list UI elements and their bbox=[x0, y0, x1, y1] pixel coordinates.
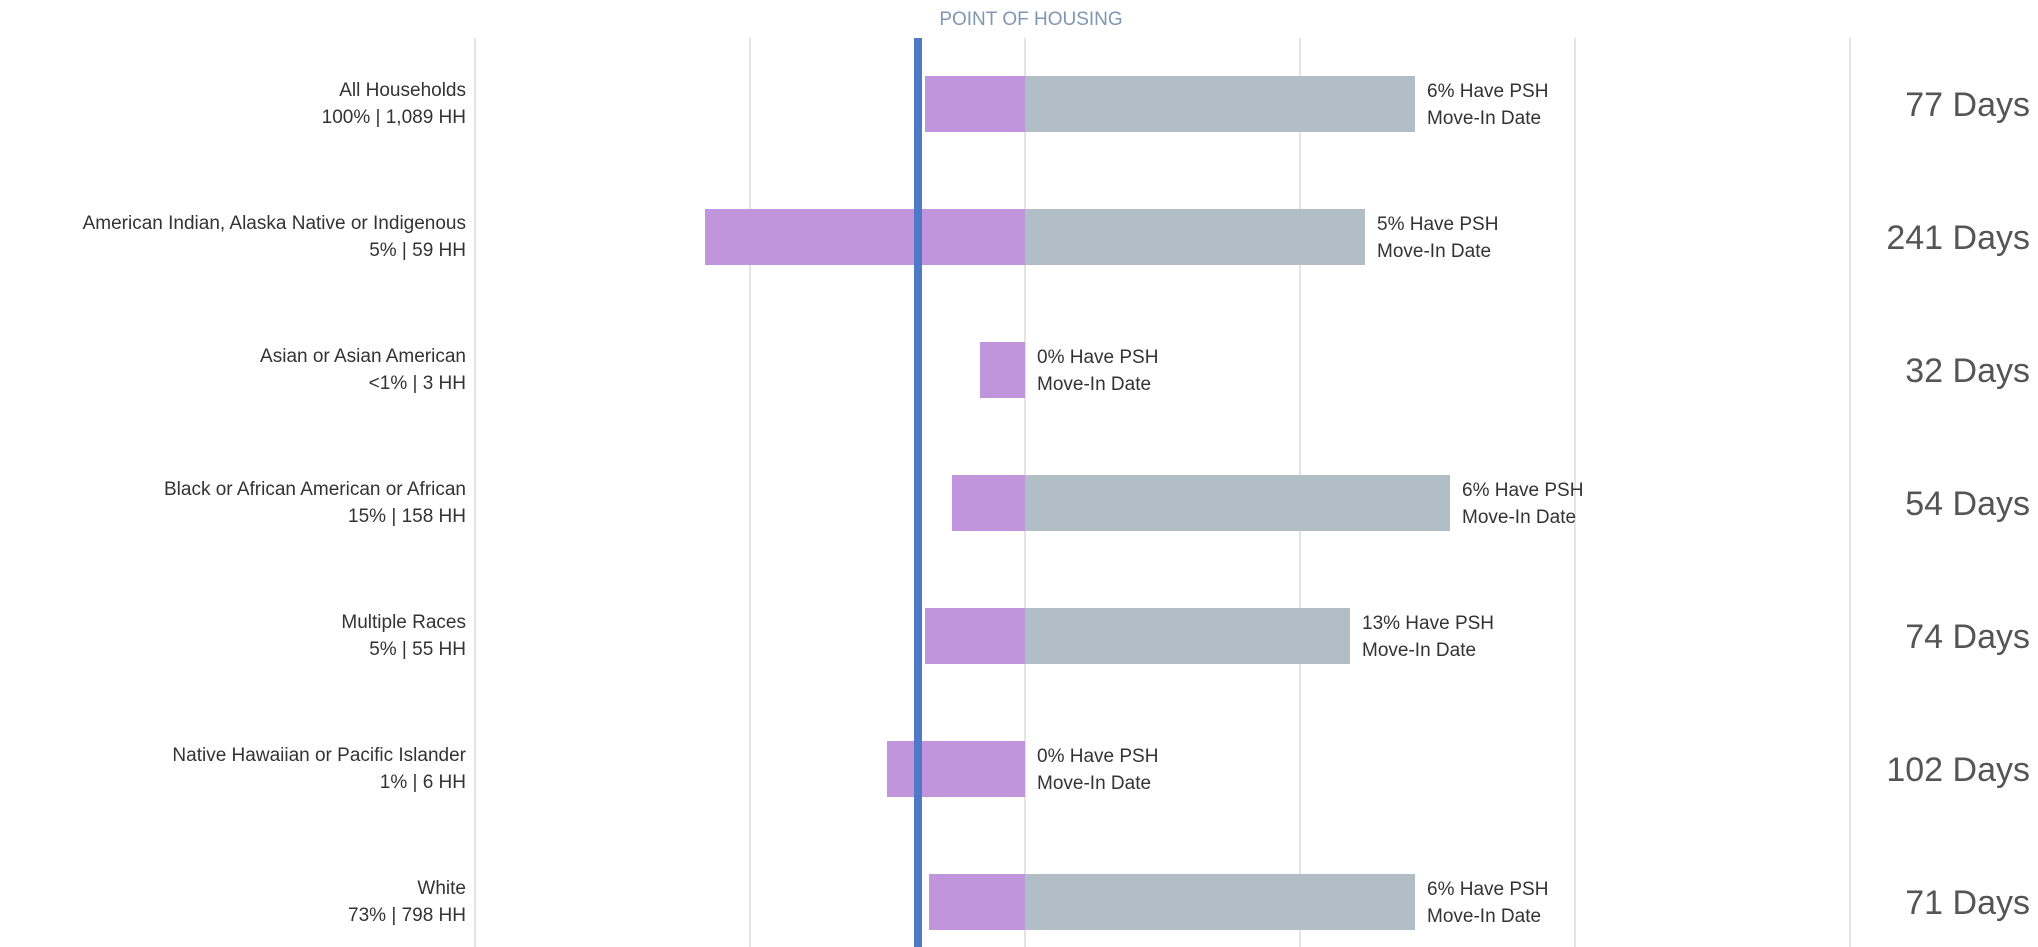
psh-rate-label: 0% Have PSH bbox=[1037, 746, 1158, 767]
post-housing-bar bbox=[1025, 874, 1415, 930]
category-label: All Households bbox=[339, 80, 466, 101]
post-housing-bar bbox=[1025, 76, 1415, 132]
move-in-date-label: Move-In Date bbox=[1362, 640, 1476, 661]
pre-housing-bar bbox=[925, 76, 1025, 132]
days-value-label: 102 Days bbox=[1886, 751, 2030, 789]
move-in-date-label: Move-In Date bbox=[1037, 374, 1151, 395]
days-value-label: 77 Days bbox=[1905, 86, 2030, 124]
post-housing-bar bbox=[1025, 608, 1350, 664]
pre-housing-bar bbox=[980, 342, 1025, 398]
category-label: Native Hawaiian or Pacific Islander bbox=[172, 745, 466, 766]
point-of-housing-title: POINT OF HOUSING bbox=[939, 9, 1122, 30]
days-value-label: 71 Days bbox=[1905, 884, 2030, 922]
days-value-label: 74 Days bbox=[1905, 618, 2030, 656]
category-label: Multiple Races bbox=[341, 612, 466, 633]
category-label: Asian or Asian American bbox=[260, 346, 466, 367]
category-share-label: 5% | 59 HH bbox=[369, 240, 466, 261]
category-share-label: <1% | 3 HH bbox=[369, 373, 466, 394]
post-housing-bar bbox=[1025, 475, 1450, 531]
psh-rate-label: 13% Have PSH bbox=[1362, 613, 1494, 634]
category-label: American Indian, Alaska Native or Indige… bbox=[83, 213, 466, 234]
category-share-label: 15% | 158 HH bbox=[348, 506, 466, 527]
pre-housing-bar bbox=[705, 209, 1025, 265]
pre-housing-bar bbox=[925, 608, 1025, 664]
move-in-date-label: Move-In Date bbox=[1427, 108, 1541, 129]
days-value-label: 32 Days bbox=[1905, 352, 2030, 390]
psh-rate-label: 0% Have PSH bbox=[1037, 347, 1158, 368]
days-value-label: 54 Days bbox=[1905, 485, 2030, 523]
move-in-date-label: Move-In Date bbox=[1462, 507, 1576, 528]
psh-rate-label: 6% Have PSH bbox=[1427, 879, 1548, 900]
category-share-label: 73% | 798 HH bbox=[348, 905, 466, 926]
post-housing-bar bbox=[1025, 209, 1365, 265]
psh-rate-label: 5% Have PSH bbox=[1377, 214, 1498, 235]
category-label: Black or African American or African bbox=[164, 479, 466, 500]
category-share-label: 100% | 1,089 HH bbox=[322, 107, 466, 128]
psh-rate-label: 6% Have PSH bbox=[1462, 480, 1583, 501]
pre-housing-bar bbox=[887, 741, 1025, 797]
move-in-date-label: Move-In Date bbox=[1377, 241, 1491, 262]
category-label: White bbox=[417, 878, 466, 899]
pre-housing-bar bbox=[952, 475, 1025, 531]
move-in-date-label: Move-In Date bbox=[1037, 773, 1151, 794]
category-share-label: 5% | 55 HH bbox=[369, 639, 466, 660]
pre-housing-bar bbox=[929, 874, 1025, 930]
days-value-label: 241 Days bbox=[1886, 219, 2030, 257]
category-share-label: 1% | 6 HH bbox=[380, 772, 466, 793]
psh-rate-label: 6% Have PSH bbox=[1427, 81, 1548, 102]
move-in-date-label: Move-In Date bbox=[1427, 906, 1541, 927]
